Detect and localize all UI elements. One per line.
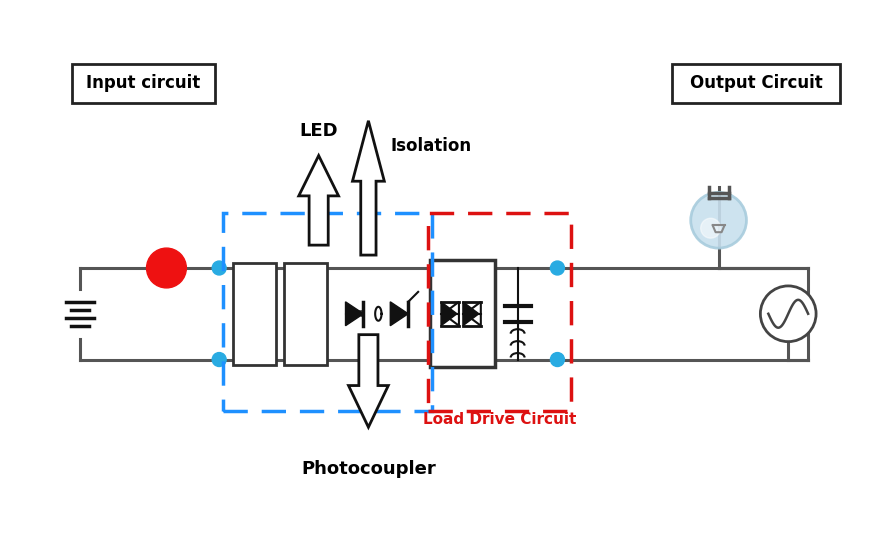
FancyBboxPatch shape (672, 64, 840, 103)
Polygon shape (390, 302, 408, 326)
Circle shape (760, 286, 816, 342)
Text: Input circuit: Input circuit (87, 74, 201, 93)
Polygon shape (348, 335, 388, 427)
Text: Isolation: Isolation (390, 137, 472, 155)
Text: Load Drive Circuit: Load Drive Circuit (423, 412, 576, 427)
Text: LED: LED (299, 122, 338, 140)
FancyBboxPatch shape (430, 260, 495, 368)
Text: Output Circuit: Output Circuit (689, 74, 822, 93)
Text: Photocoupler: Photocoupler (301, 460, 436, 478)
Circle shape (550, 261, 564, 275)
Polygon shape (346, 302, 363, 326)
Circle shape (213, 353, 226, 367)
Circle shape (213, 261, 226, 275)
FancyBboxPatch shape (284, 263, 327, 364)
Circle shape (701, 218, 721, 238)
Circle shape (550, 353, 564, 367)
Circle shape (146, 248, 187, 288)
Polygon shape (441, 302, 457, 326)
Polygon shape (353, 121, 384, 255)
Polygon shape (463, 302, 479, 326)
Circle shape (690, 192, 747, 248)
FancyBboxPatch shape (233, 263, 276, 364)
Polygon shape (299, 156, 338, 245)
FancyBboxPatch shape (72, 64, 215, 103)
